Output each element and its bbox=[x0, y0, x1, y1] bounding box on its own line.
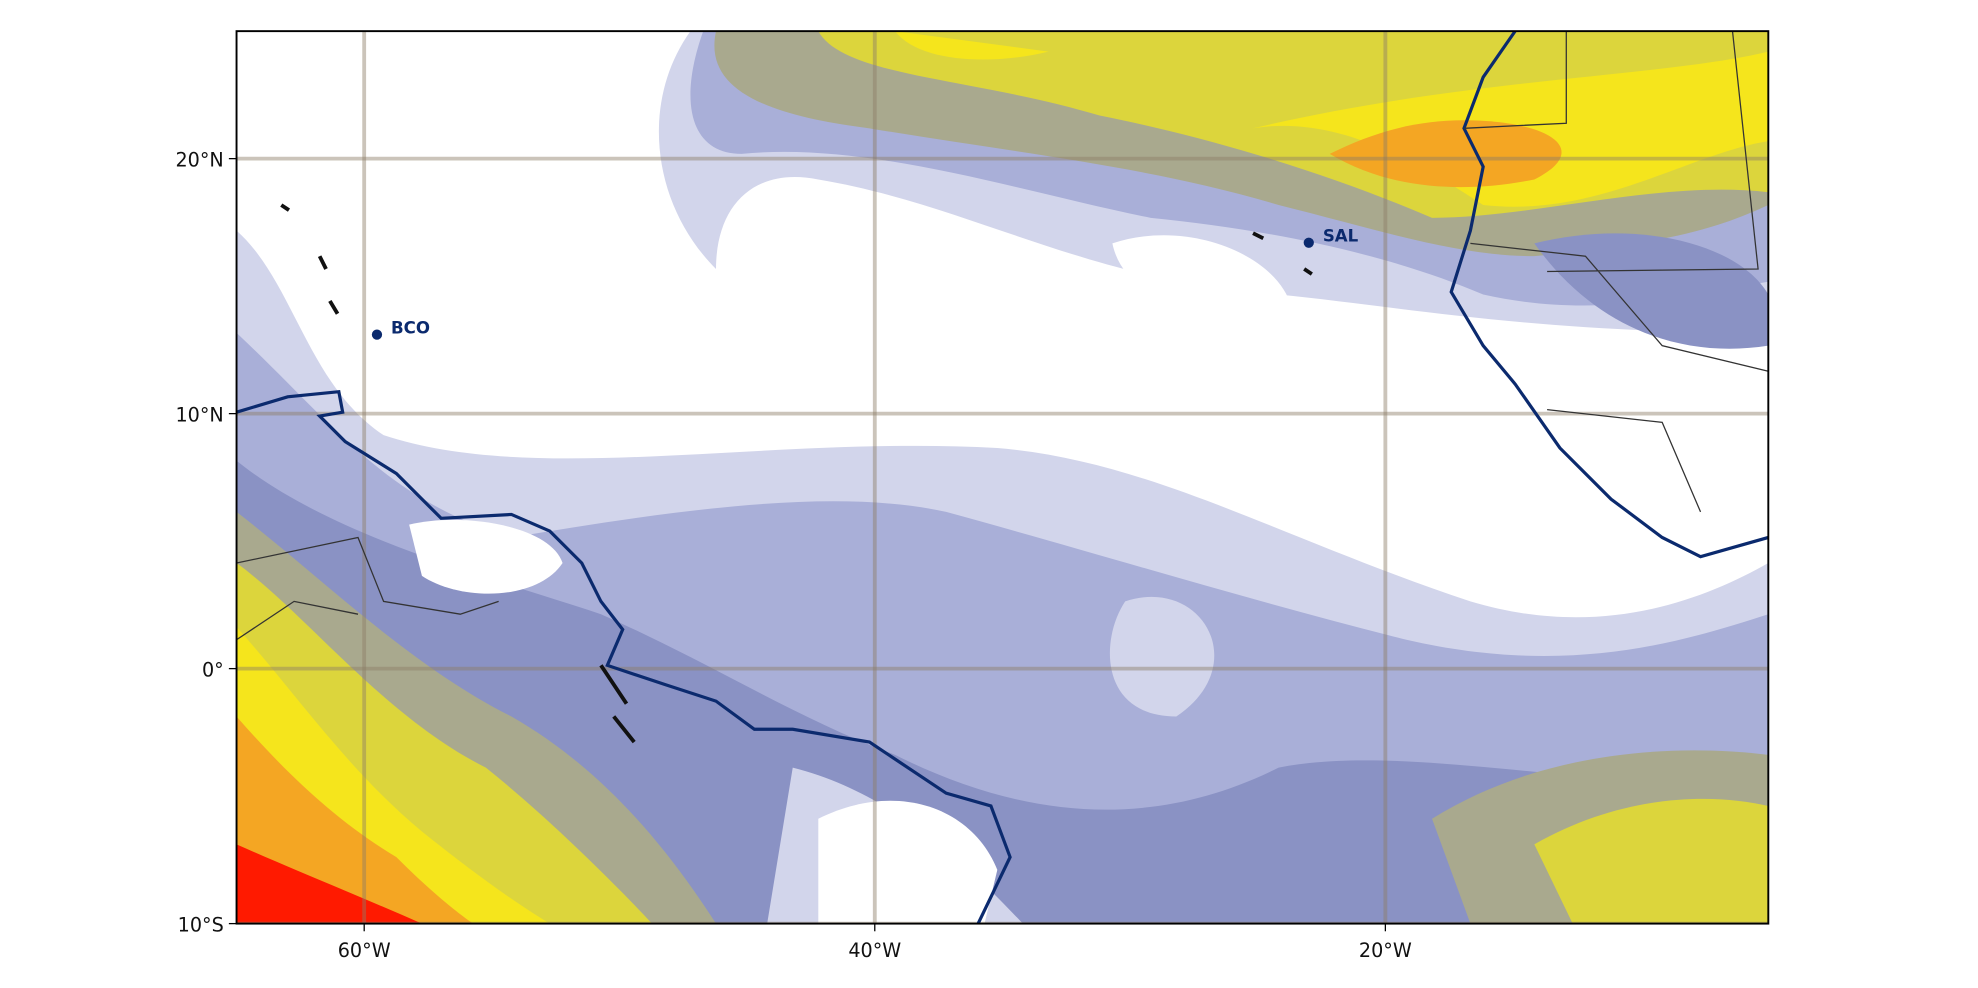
x-tick-label: 60°W bbox=[338, 939, 391, 962]
stations: BCO SAL bbox=[371, 227, 1359, 340]
graticule bbox=[236, 31, 1769, 924]
dust-field bbox=[236, 31, 1769, 924]
x-tick-label: 40°W bbox=[848, 939, 901, 962]
coastlines bbox=[236, 31, 1769, 924]
axes: 60°W 40°W 20°W 10°S 0° 10°N 20°N bbox=[175, 148, 1411, 962]
station-marker bbox=[371, 329, 383, 340]
y-tick-label: 10°N bbox=[175, 403, 223, 426]
map-frame bbox=[235, 30, 1770, 925]
y-tick-label: 20°N bbox=[175, 148, 223, 171]
x-tick-label: 20°W bbox=[1359, 939, 1412, 962]
y-tick-label: 0° bbox=[202, 658, 224, 681]
y-tick-label: 10°S bbox=[178, 913, 224, 936]
station-label: BCO bbox=[391, 318, 430, 337]
station-marker bbox=[1303, 237, 1314, 248]
station-label: SAL bbox=[1323, 227, 1359, 246]
